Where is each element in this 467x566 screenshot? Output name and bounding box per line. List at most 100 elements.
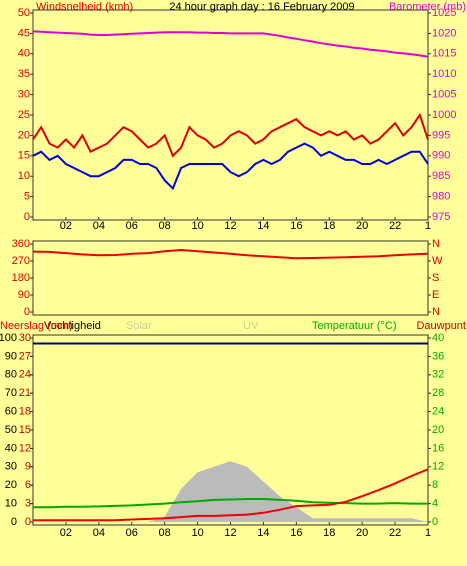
y3-tick-label: 6 (25, 479, 31, 491)
x-tick-label: 10 (191, 220, 203, 232)
y-tick-label: 0 (11, 516, 17, 528)
y-tick-label: 50 (5, 424, 17, 436)
y3-tick-label: 30 (19, 332, 31, 344)
y2-tick-label: 1025 (432, 7, 456, 19)
y-tick-label: 360 (12, 238, 30, 250)
y-tick-label: 30 (18, 89, 30, 101)
x-tick-label: 10 (191, 527, 203, 539)
x-tick-label: 20 (356, 527, 368, 539)
x-tick-label: 16 (290, 220, 302, 232)
y2-tick-label: N (432, 306, 440, 318)
y2-tick-label: 990 (432, 150, 450, 162)
y2-tick-label: 32 (432, 369, 444, 381)
y-tick-label: 20 (5, 479, 17, 491)
y2-tick-label: 40 (432, 332, 444, 344)
legend-label: Dauwpunt (416, 320, 466, 332)
y2-tick-label: 0 (432, 516, 438, 528)
y-tick-label: 90 (18, 289, 30, 301)
line (33, 498, 428, 509)
y3-tick-label: 21 (19, 387, 31, 399)
x-tick-label: 04 (93, 527, 105, 539)
y-tick-label: 40 (18, 48, 30, 60)
y3-tick-label: 9 (25, 461, 31, 473)
y-tick-label: 30 (5, 461, 17, 473)
y-tick-label: 5 (24, 191, 30, 203)
y2-tick-label: 36 (432, 350, 444, 362)
plot-area (32, 240, 429, 316)
legend-label: Temperatuur (°C) (312, 320, 396, 332)
y2-tick-label: 12 (432, 461, 444, 473)
x-tick-label: 02 (60, 527, 72, 539)
line (32, 30, 429, 58)
y-tick-label: 40 (5, 442, 17, 454)
y-tick-label: 70 (5, 387, 17, 399)
y-tick-label: 10 (5, 498, 17, 510)
y2-tick-label: 1005 (432, 89, 456, 101)
y3-tick-label: 3 (25, 498, 31, 510)
x-tick-label: 08 (159, 220, 171, 232)
y-tick-label: 60 (5, 406, 17, 418)
x-tick-label: 1 (425, 527, 431, 539)
y3-tick-label: 18 (19, 406, 31, 418)
y2-tick-label: 24 (432, 406, 444, 418)
y2-tick-label: S (432, 272, 439, 284)
x-tick-label: 14 (257, 527, 269, 539)
legend-label: UV (243, 320, 259, 332)
y2-tick-label: 995 (432, 129, 450, 141)
y3-tick-label: 27 (19, 350, 31, 362)
legend-label: Neerslag (mm) (0, 320, 73, 332)
y2-tick-label: E (432, 289, 439, 301)
x-tick-label: 18 (323, 220, 335, 232)
area (33, 461, 428, 522)
legend-label: Solar (126, 320, 152, 332)
y2-tick-label: 1010 (432, 68, 456, 80)
line (32, 248, 429, 260)
y2-tick-label: 1020 (432, 27, 456, 39)
y2-tick-label: 975 (432, 211, 450, 223)
y3-tick-label: 12 (19, 442, 31, 454)
y-tick-label: 50 (18, 7, 30, 19)
x-tick-label: 16 (290, 527, 302, 539)
y2-tick-label: 16 (432, 442, 444, 454)
y-tick-label: 100 (0, 332, 17, 344)
x-tick-label: 12 (224, 527, 236, 539)
y-axis-title: Windsnelheid (kmh) (36, 1, 133, 13)
x-tick-label: 02 (60, 220, 72, 232)
y3-tick-label: 24 (19, 369, 31, 381)
y2-tick-label: 980 (432, 191, 450, 203)
y-tick-label: 270 (12, 255, 30, 267)
y2-tick-label: 4 (432, 498, 438, 510)
y2-tick-label: N (432, 238, 440, 250)
y-tick-label: 0 (24, 211, 30, 223)
legend-label: Vochtigheid (44, 320, 101, 332)
plot-area (32, 9, 429, 221)
y2-tick-label: 20 (432, 424, 444, 436)
y2-tick-label: 28 (432, 387, 444, 399)
x-tick-label: 08 (159, 527, 171, 539)
x-tick-label: 04 (93, 220, 105, 232)
x-tick-label: 22 (389, 220, 401, 232)
y2-tick-label: 1000 (432, 109, 456, 121)
x-tick-label: 14 (257, 220, 269, 232)
y3-tick-label: 15 (19, 424, 31, 436)
y-tick-label: 35 (18, 68, 30, 80)
x-tick-label: 1 (425, 220, 431, 232)
y2-tick-label: 1015 (432, 48, 456, 60)
y-tick-label: 0 (24, 306, 30, 318)
x-tick-label: 12 (224, 220, 236, 232)
y2-axis-title: Barometer (mb) (389, 1, 466, 13)
y2-tick-label: 8 (432, 479, 438, 491)
line (33, 468, 429, 522)
x-tick-label: 20 (356, 220, 368, 232)
x-tick-label: 06 (126, 527, 138, 539)
line (32, 142, 429, 191)
x-tick-label: 18 (323, 527, 335, 539)
y-tick-label: 45 (18, 27, 30, 39)
line (32, 112, 429, 158)
y-tick-label: 10 (18, 170, 30, 182)
y-tick-label: 90 (5, 350, 17, 362)
y-tick-label: 180 (12, 272, 30, 284)
y3-tick-label: 0 (25, 516, 31, 528)
y-tick-label: 25 (18, 109, 30, 121)
